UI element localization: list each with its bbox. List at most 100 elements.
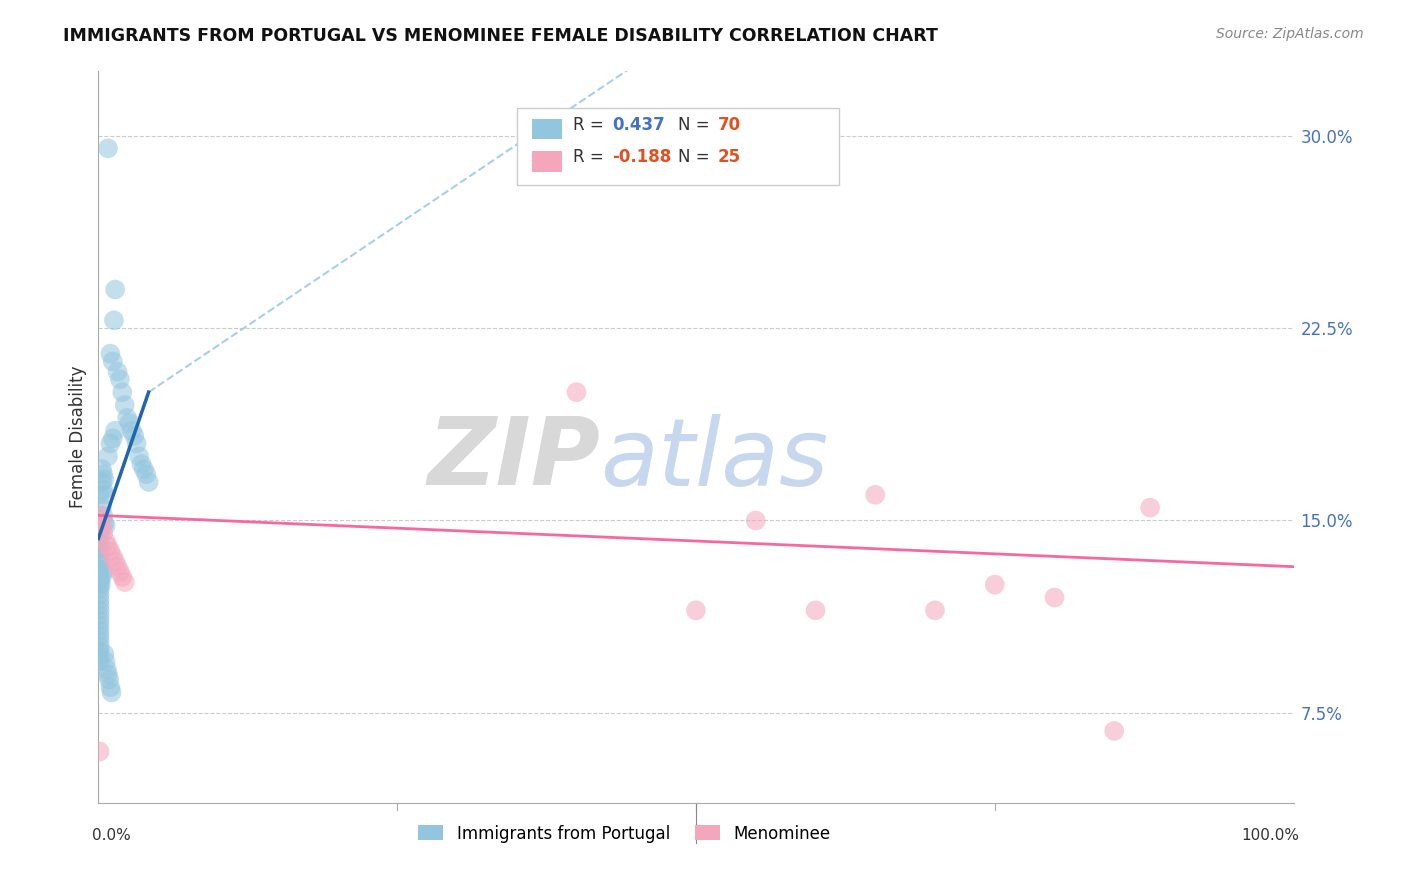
Point: [89, 639, 111, 653]
Point: [91, 570, 114, 584]
Point: [89, 518, 111, 533]
Point: [565, 385, 588, 400]
Point: [131, 457, 153, 471]
Point: [89, 593, 111, 607]
Point: [97, 539, 120, 553]
Point: [924, 603, 946, 617]
Point: [1139, 500, 1161, 515]
Point: [107, 365, 129, 379]
Point: [114, 575, 136, 590]
Point: [89, 582, 111, 597]
Point: [91, 483, 114, 497]
FancyBboxPatch shape: [533, 151, 562, 171]
Point: [91, 526, 114, 541]
Point: [132, 462, 155, 476]
Point: [93, 488, 115, 502]
Text: N =: N =: [678, 116, 714, 134]
Point: [91, 467, 114, 482]
Point: [91, 508, 114, 523]
Point: [91, 475, 114, 489]
Point: [89, 629, 111, 643]
Text: 70: 70: [717, 116, 741, 134]
Point: [94, 518, 117, 533]
Point: [90, 514, 112, 528]
Point: [94, 534, 117, 549]
Point: [89, 577, 111, 591]
Point: [89, 552, 111, 566]
Point: [685, 603, 707, 617]
Point: [91, 518, 114, 533]
Point: [111, 385, 134, 400]
Point: [128, 450, 150, 464]
Text: atlas: atlas: [600, 414, 828, 505]
Point: [89, 526, 111, 541]
Point: [135, 467, 157, 482]
Text: 25: 25: [717, 148, 741, 166]
Text: R =: R =: [572, 148, 609, 166]
Point: [118, 416, 141, 430]
Point: [89, 562, 111, 576]
Point: [89, 588, 111, 602]
Point: [100, 685, 122, 699]
Point: [124, 429, 146, 443]
Point: [89, 655, 111, 669]
Point: [89, 547, 111, 561]
Text: R =: R =: [572, 116, 609, 134]
Text: 100.0%: 100.0%: [1241, 829, 1299, 844]
Text: N =: N =: [678, 148, 714, 166]
Y-axis label: Female Disability: Female Disability: [69, 366, 87, 508]
Point: [101, 354, 124, 368]
Point: [108, 565, 131, 579]
Point: [98, 673, 121, 687]
Point: [97, 141, 120, 155]
Point: [89, 614, 111, 628]
Point: [89, 649, 111, 664]
Text: 0.0%: 0.0%: [93, 829, 131, 844]
Point: [114, 398, 136, 412]
Point: [89, 608, 111, 623]
Point: [89, 603, 111, 617]
Point: [89, 508, 111, 523]
Point: [111, 570, 134, 584]
Legend: Immigrants from Portugal, Menominee: Immigrants from Portugal, Menominee: [412, 818, 837, 849]
Point: [1104, 723, 1126, 738]
Point: [89, 532, 111, 546]
Point: [98, 346, 122, 360]
Point: [104, 424, 127, 438]
Text: 0.437: 0.437: [613, 116, 665, 134]
Point: [96, 662, 118, 676]
Point: [804, 603, 827, 617]
FancyBboxPatch shape: [517, 108, 839, 185]
Point: [107, 559, 129, 574]
Point: [138, 475, 160, 489]
Point: [89, 541, 111, 556]
Point: [94, 655, 117, 669]
Text: -0.188: -0.188: [613, 148, 672, 166]
Point: [98, 544, 122, 558]
Point: [93, 647, 115, 661]
Point: [89, 557, 111, 571]
Point: [1043, 591, 1066, 605]
Point: [98, 436, 122, 450]
Point: [89, 644, 111, 658]
Point: [93, 516, 115, 530]
Point: [101, 431, 124, 445]
Point: [125, 436, 148, 450]
Point: [115, 410, 138, 425]
Point: [984, 577, 1007, 591]
Text: Source: ZipAtlas.com: Source: ZipAtlas.com: [1216, 27, 1364, 41]
Point: [89, 573, 111, 587]
Point: [89, 567, 111, 582]
Point: [104, 283, 127, 297]
Point: [91, 565, 114, 579]
Point: [91, 462, 114, 476]
Point: [865, 488, 887, 502]
FancyBboxPatch shape: [533, 119, 562, 139]
Point: [121, 424, 143, 438]
Point: [90, 577, 112, 591]
Point: [104, 555, 127, 569]
Text: ZIP: ZIP: [427, 413, 600, 505]
Point: [89, 488, 111, 502]
Point: [101, 549, 124, 564]
Point: [745, 514, 768, 528]
